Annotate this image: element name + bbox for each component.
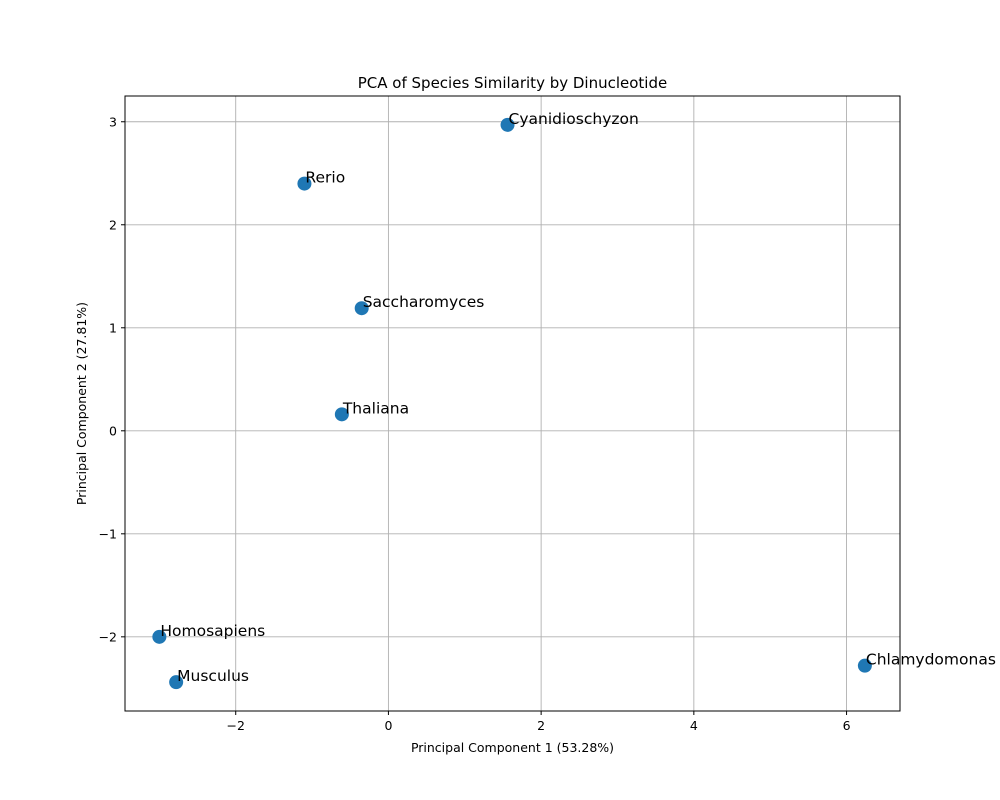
data-point-label: Thaliana [342, 399, 409, 417]
data-point [354, 301, 369, 316]
y-tick-label: 2 [109, 217, 117, 232]
x-tick-label: 4 [690, 718, 698, 733]
data-point-label: Saccharomyces [363, 293, 485, 311]
y-tick-label: 1 [109, 320, 117, 335]
data-point [334, 407, 349, 422]
y-tick-label: −1 [99, 526, 117, 541]
data-point-label: Musculus [177, 667, 249, 685]
x-tick-label: 0 [384, 718, 392, 733]
data-points: Cyanidioschyzon Rerio Saccharomyces Thalian… [152, 110, 996, 690]
y-tick-label: −2 [99, 629, 117, 644]
data-point [500, 117, 515, 132]
x-tick-label: −2 [226, 718, 244, 733]
chart-title: PCA of Species Similarity by Dinucleotid… [358, 74, 667, 92]
data-point [297, 176, 312, 191]
data-point [857, 658, 872, 673]
axis-ticks: −2 0 2 4 6 −2 −1 0 1 2 3 [99, 114, 851, 733]
x-axis-label: Principal Component 1 (53.28%) [411, 740, 614, 755]
data-point-label: Cyanidioschyzon [509, 110, 639, 128]
y-tick-label: 3 [109, 114, 117, 129]
data-point-label: Chlamydomonas [866, 651, 996, 669]
plot-frame [124, 95, 901, 712]
data-point [152, 629, 167, 644]
data-point-label: Rerio [305, 169, 345, 187]
grid [125, 96, 900, 711]
x-tick-label: 2 [537, 718, 545, 733]
x-tick-label: 6 [843, 718, 851, 733]
data-point-label: Homosapiens [160, 622, 265, 640]
y-axis-label: Principal Component 2 (27.81%) [74, 302, 89, 505]
y-tick-label: 0 [109, 423, 117, 438]
data-point [169, 675, 184, 690]
